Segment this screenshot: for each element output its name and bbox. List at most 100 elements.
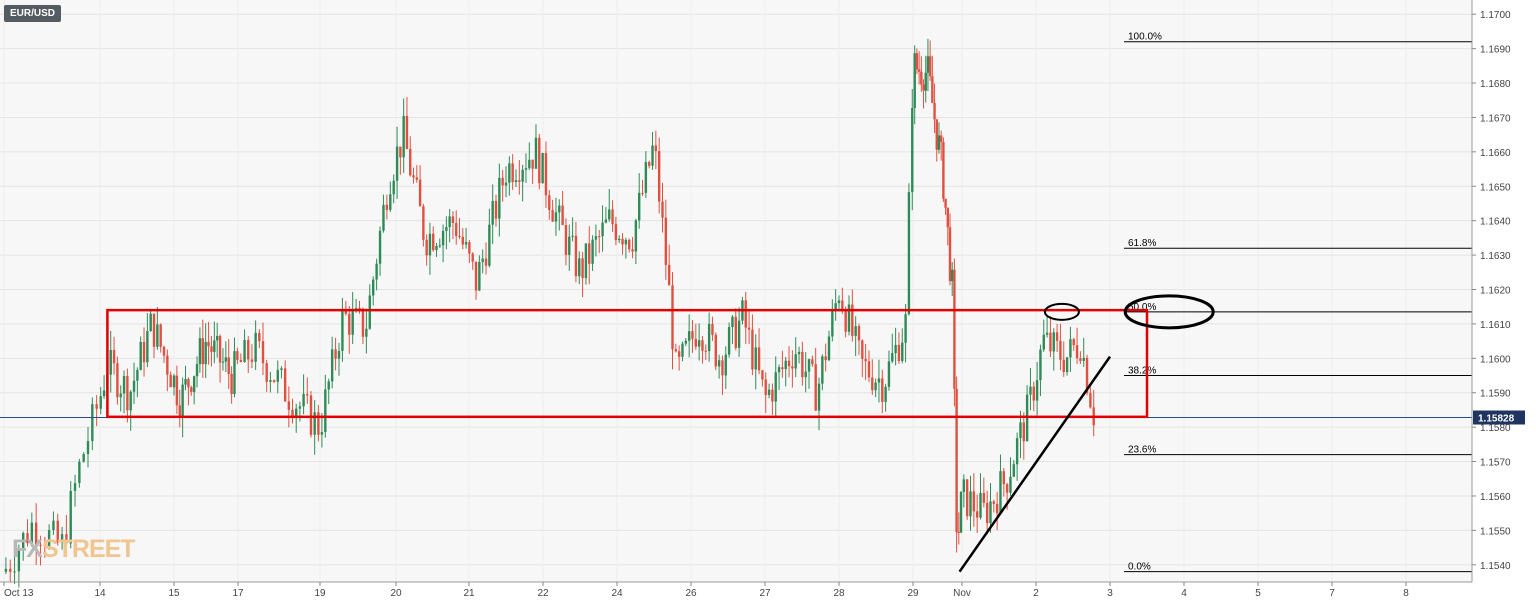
candle-body: [1065, 357, 1069, 373]
x-tick-label: 14: [94, 588, 106, 599]
candle-body: [531, 159, 534, 169]
candle-body: [939, 135, 943, 142]
candle-body: [694, 338, 698, 347]
x-tick-label: 21: [463, 588, 475, 599]
candle-body: [724, 354, 727, 376]
candle-body: [844, 310, 847, 332]
candle-body: [717, 360, 721, 367]
candle-body: [955, 388, 958, 533]
candle-body: [34, 522, 38, 545]
candle-body: [91, 404, 94, 442]
x-tick-label: 8: [1403, 588, 1409, 599]
candle-body: [801, 351, 804, 378]
candle-body: [975, 511, 979, 518]
candle-body: [1002, 471, 1006, 485]
candle-body: [614, 224, 618, 241]
candle-body: [854, 326, 857, 336]
candle-body: [243, 340, 246, 362]
candle-body: [207, 341, 210, 347]
candle-body: [551, 210, 554, 222]
candle-body: [233, 351, 236, 395]
candle-body: [571, 235, 574, 237]
candle-body: [989, 501, 992, 524]
candle-body: [247, 340, 250, 360]
candle-body: [864, 358, 867, 362]
candle-body: [435, 245, 438, 251]
x-tick-label: 27: [759, 588, 771, 599]
candle-body: [1029, 386, 1032, 395]
candle-body: [744, 300, 747, 328]
candle-body: [60, 534, 64, 543]
annotations: [106, 294, 1215, 573]
candle-body: [979, 492, 982, 518]
candle-body: [591, 239, 594, 264]
candle-body: [913, 53, 916, 109]
fib-label: 0.0%: [1128, 562, 1151, 573]
candle-body: [584, 243, 588, 279]
candle-body: [771, 389, 774, 402]
x-tick-label: 20: [390, 588, 402, 599]
candle-body: [1072, 339, 1075, 346]
candle-body: [667, 264, 671, 286]
candle-body: [306, 393, 309, 396]
candle-body: [827, 336, 831, 361]
candle-body: [149, 313, 152, 332]
candle-body: [544, 153, 548, 196]
candle-body: [218, 335, 222, 363]
candle-body: [269, 380, 272, 382]
candle-body: [891, 353, 894, 362]
candle-body: [727, 327, 731, 355]
candle-body: [972, 491, 976, 512]
candle-body: [337, 350, 341, 359]
candle-body: [372, 279, 375, 296]
candle-body: [129, 391, 132, 411]
candle-body: [276, 369, 279, 382]
candle-body: [608, 209, 611, 220]
candle-body: [697, 340, 701, 347]
candle-body: [834, 303, 837, 310]
candle-body: [594, 236, 598, 240]
candle-body: [22, 533, 25, 551]
candle-body: [441, 230, 445, 246]
candle-body: [73, 483, 77, 491]
candle-body: [330, 349, 334, 382]
candle-body: [385, 204, 389, 210]
candle-body: [126, 376, 129, 411]
candle-body: [351, 311, 354, 335]
candle-body: [432, 233, 435, 251]
x-tick-label: 4: [1181, 588, 1187, 599]
candle-body: [474, 261, 478, 291]
candle-body: [26, 533, 29, 544]
candle-body: [224, 357, 228, 362]
x-tick-label: 3: [1107, 588, 1113, 599]
candle-body: [754, 347, 757, 370]
candle-body: [518, 180, 521, 182]
candle-body: [992, 501, 996, 504]
candle-body: [920, 71, 923, 85]
candle-body: [867, 361, 871, 378]
candle-body: [298, 406, 302, 409]
candle-body: [99, 396, 102, 409]
candle-body: [761, 370, 764, 380]
candle-body: [178, 405, 181, 419]
candle-body: [804, 371, 807, 378]
y-tick-label: 1.1590: [1480, 389, 1511, 400]
candle-body: [937, 135, 941, 150]
candle-body: [498, 177, 501, 219]
candle-body: [341, 308, 344, 351]
candle-body: [159, 324, 162, 347]
candle-body: [142, 341, 146, 363]
candle-body: [621, 238, 624, 245]
candle-body: [227, 357, 230, 374]
candle-body: [119, 393, 122, 398]
candle-body: [578, 258, 581, 277]
y-tick-label: 1.1600: [1480, 354, 1511, 365]
candle-body: [511, 163, 514, 183]
candle-body: [156, 324, 159, 347]
candle-body: [187, 378, 190, 388]
candle-body: [152, 313, 156, 347]
candle-body: [491, 200, 494, 225]
candle-body: [917, 69, 921, 72]
candle-body: [471, 253, 474, 262]
